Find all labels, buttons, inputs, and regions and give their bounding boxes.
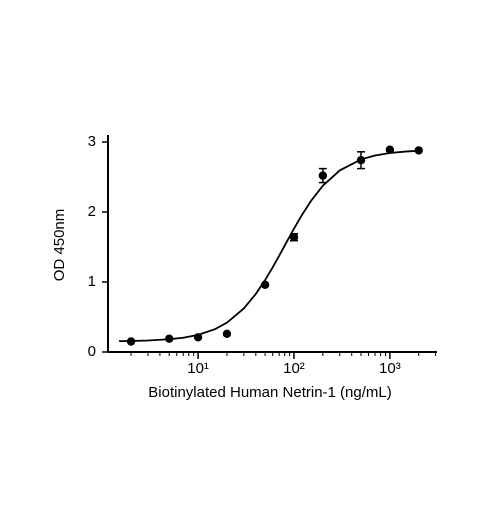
fit-curve — [119, 149, 419, 343]
x-tick-label: 10¹ — [187, 360, 209, 377]
data-point — [385, 145, 395, 154]
data-point — [318, 171, 328, 180]
y-tick-label: 1 — [88, 273, 96, 290]
x-axis-label: Biotinylated Human Netrin-1 (ng/mL) — [148, 384, 391, 401]
y-axis-label: OD 450nm — [51, 209, 68, 282]
data-point — [222, 329, 232, 338]
y-tick-label: 3 — [88, 133, 96, 150]
y-tick-label: 2 — [88, 203, 96, 220]
x-tick-label: 10² — [283, 360, 305, 377]
data-point — [289, 233, 299, 242]
y-tick-label: 0 — [88, 343, 96, 360]
data-point — [414, 146, 423, 155]
x-tick-label: 10³ — [379, 360, 401, 377]
